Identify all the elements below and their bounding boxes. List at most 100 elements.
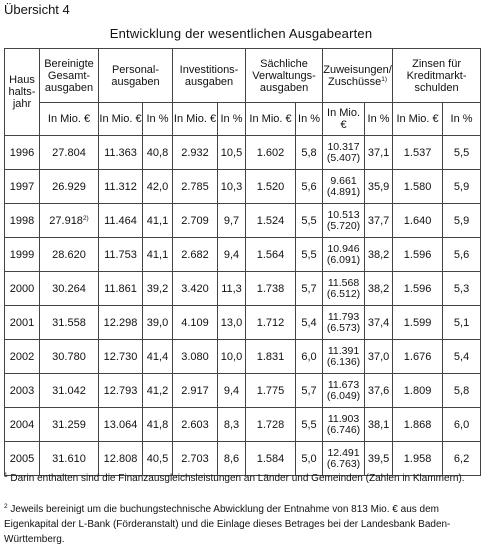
zuweisungen-finanzausgleich: (6.136) bbox=[326, 355, 361, 368]
cell-saechlich: 1.564 bbox=[245, 237, 297, 272]
col-header-year: Haus halts- jahr bbox=[4, 48, 40, 136]
cell-zinsen-pct: 5,4 bbox=[442, 339, 482, 374]
section-label: Übersicht 4 bbox=[4, 2, 70, 17]
cell-year: 1999 bbox=[4, 237, 40, 272]
cell-personal-pct: 41,8 bbox=[142, 407, 173, 442]
zuweisungen-finanzausgleich: (6.763) bbox=[326, 457, 361, 470]
cell-zinsen: 1.537 bbox=[392, 135, 444, 170]
cell-invest: 4.109 bbox=[172, 305, 218, 340]
cell-invest-pct: 10,5 bbox=[216, 135, 247, 170]
cell-bereinigte: 31.558 bbox=[39, 305, 99, 340]
cell-saechlich-pct: 6,0 bbox=[295, 339, 324, 374]
cell-invest-pct: 8,6 bbox=[216, 441, 247, 476]
cell-saechlich-pct: 5,4 bbox=[295, 305, 324, 340]
cell-saechlich-pct: 5,7 bbox=[295, 373, 324, 408]
cell-invest: 2.603 bbox=[172, 407, 218, 442]
cell-saechlich-pct: 5,6 bbox=[295, 169, 324, 204]
cell-zinsen-pct: 5,1 bbox=[442, 305, 482, 340]
table-row: 2002 30.780 12.730 41,4 3.080 10,0 1.831 6,0 11.… bbox=[4, 339, 482, 374]
cell-personal-pct: 39,0 bbox=[142, 305, 173, 340]
cell-personal: 12.793 bbox=[98, 373, 143, 408]
zuweisungen-finanzausgleich: (6.049) bbox=[326, 389, 361, 402]
cell-personal: 13.064 bbox=[98, 407, 143, 442]
zuweisungen-finanzausgleich: (6.573) bbox=[326, 321, 361, 334]
cell-personal: 11.753 bbox=[98, 237, 143, 272]
cell-zuweisungen: 11.673 (6.049) bbox=[322, 373, 366, 408]
zuweisungen-finanzausgleich: (5.407) bbox=[326, 151, 361, 164]
bereinigte-value: 31.610 bbox=[52, 452, 86, 465]
cell-zinsen: 1.868 bbox=[392, 407, 444, 442]
cell-personal-pct: 42,0 bbox=[142, 169, 173, 204]
cell-saechlich: 1.728 bbox=[245, 407, 297, 442]
cell-saechlich: 1.831 bbox=[245, 339, 297, 374]
col-header-bereinigte: Bereinigte Gesamt- ausgaben bbox=[39, 48, 99, 103]
cell-saechlich-pct: 5,5 bbox=[295, 407, 324, 442]
cell-personal-pct: 41,1 bbox=[142, 203, 173, 238]
zuweisungen-total: 12.491 bbox=[327, 446, 360, 459]
cell-zuweisungen: 11.568 (6.512) bbox=[322, 271, 366, 306]
cell-personal: 11.861 bbox=[98, 271, 143, 306]
cell-personal: 11.312 bbox=[98, 169, 143, 204]
zuweisungen-total: 10.946 bbox=[327, 242, 360, 255]
cell-invest-pct: 9,4 bbox=[216, 237, 247, 272]
cell-year: 2001 bbox=[4, 305, 40, 340]
footnote-ref-2: 2) bbox=[82, 214, 89, 222]
cell-zinsen-pct: 5,9 bbox=[442, 203, 482, 238]
cell-invest: 3.420 bbox=[172, 271, 218, 306]
zuweisungen-finanzausgleich: (6.746) bbox=[326, 423, 361, 436]
cell-year: 1997 bbox=[4, 169, 40, 204]
cell-year: 2002 bbox=[4, 339, 40, 374]
cell-zuweisungen: 10.946 (6.091) bbox=[322, 237, 366, 272]
table-title: Entwicklung der wesentlichen Ausgabearte… bbox=[109, 26, 373, 41]
cell-invest-pct: 8,3 bbox=[216, 407, 247, 442]
cell-year: 2005 bbox=[4, 441, 40, 476]
cell-personal: 12.808 bbox=[98, 441, 143, 476]
cell-saechlich: 1.712 bbox=[245, 305, 297, 340]
cell-zinsen-pct: 5,8 bbox=[442, 373, 482, 408]
cell-zinsen: 1.596 bbox=[392, 237, 444, 272]
expenditure-table: Haus halts- jahr Bereinigte Gesamt- ausg… bbox=[4, 48, 482, 476]
cell-zuweisungen: 11.391 (6.136) bbox=[322, 339, 366, 374]
cell-saechlich-pct: 5,5 bbox=[295, 237, 324, 272]
col-header-zinsen: Zinsen für Kreditmarkt- schulden bbox=[392, 48, 482, 103]
zuweisungen-finanzausgleich: (4.891) bbox=[326, 185, 361, 198]
unit-pct: In % bbox=[216, 102, 247, 136]
cell-invest-pct: 11,3 bbox=[216, 271, 247, 306]
cell-zuweisungen-pct: 35,9 bbox=[364, 169, 394, 204]
cell-zinsen: 1.580 bbox=[392, 169, 444, 204]
cell-zinsen-pct: 5,3 bbox=[442, 271, 482, 306]
cell-zinsen: 1.676 bbox=[392, 339, 444, 374]
zuweisungen-total: 10.317 bbox=[327, 140, 360, 153]
cell-bereinigte: 31.259 bbox=[39, 407, 99, 442]
unit-pct: In % bbox=[364, 102, 394, 136]
cell-zinsen: 1.596 bbox=[392, 271, 444, 306]
zuweisungen-total: 11.673 bbox=[327, 378, 360, 391]
col-header-saechlich: Sächliche Verwaltungs- ausgaben bbox=[245, 48, 324, 103]
cell-zuweisungen-pct: 37,4 bbox=[364, 305, 394, 340]
bereinigte-value: 30.264 bbox=[52, 282, 86, 295]
cell-saechlich-pct: 5,0 bbox=[295, 441, 324, 476]
unit-mio: In Mio. € bbox=[245, 102, 297, 136]
table-row: 1997 26.929 11.312 42,0 2.785 10,3 1.520 5,6 9.6… bbox=[4, 169, 482, 204]
cell-invest: 2.703 bbox=[172, 441, 218, 476]
cell-zuweisungen: 11.903 (6.746) bbox=[322, 407, 366, 442]
cell-year: 2000 bbox=[4, 271, 40, 306]
cell-year: 2004 bbox=[4, 407, 40, 442]
cell-bereinigte: 28.620 bbox=[39, 237, 99, 272]
cell-personal-pct: 41,4 bbox=[142, 339, 173, 374]
table-row: 2005 31.610 12.808 40,5 2.703 8,6 1.584 5,0 12.4… bbox=[4, 441, 482, 476]
cell-personal-pct: 39,2 bbox=[142, 271, 173, 306]
cell-zuweisungen-pct: 37,1 bbox=[364, 135, 394, 170]
cell-saechlich: 1.520 bbox=[245, 169, 297, 204]
bereinigte-value: 31.259 bbox=[52, 418, 86, 431]
zuweisungen-finanzausgleich: (6.091) bbox=[326, 253, 361, 266]
zuweisungen-finanzausgleich: (5.720) bbox=[326, 219, 361, 232]
cell-zuweisungen-pct: 39,5 bbox=[364, 441, 394, 476]
bereinigte-value: 27.804 bbox=[52, 146, 86, 159]
footnote-2-mark: 2 bbox=[4, 503, 8, 510]
table-row: 2003 31.042 12.793 41,2 2.917 9,4 1.775 5,7 11.6… bbox=[4, 373, 482, 408]
cell-bereinigte: 31.042 bbox=[39, 373, 99, 408]
table-row: 1998 27.9182) 11.464 41,1 2.709 9,7 1.524 5,5 10… bbox=[4, 203, 482, 238]
cell-zuweisungen-pct: 38,2 bbox=[364, 237, 394, 272]
cell-personal: 11.363 bbox=[98, 135, 143, 170]
